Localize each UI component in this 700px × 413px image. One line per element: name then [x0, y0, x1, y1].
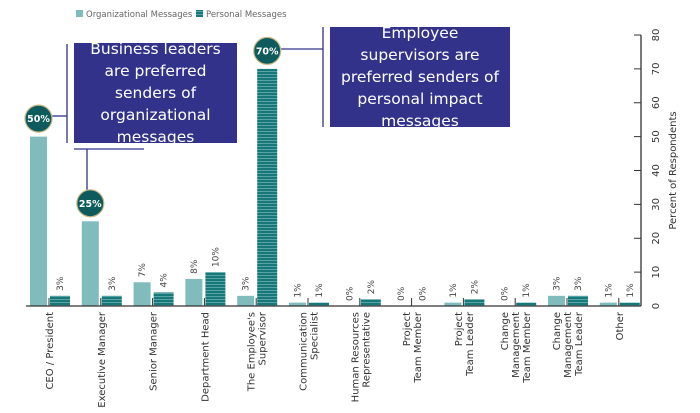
- category-label: Other: [615, 311, 626, 340]
- highlight-bubble: [253, 36, 282, 65]
- highlight-bubble: [76, 189, 105, 218]
- bar-personal: [309, 302, 329, 306]
- legend-label-personal: Personal Messages: [206, 10, 287, 20]
- bar-personal: [205, 272, 226, 306]
- highlight-bubble-label: 25%: [79, 199, 102, 210]
- legend: Organizational Messages Personal Message…: [76, 10, 287, 20]
- y-tick-label: 40: [651, 164, 662, 177]
- category-label: Representative: [361, 312, 372, 388]
- value-label: 10%: [211, 247, 221, 267]
- y-tick-label: 80: [651, 29, 662, 42]
- callout-business-leaders: Business leaders are preferred senders o…: [74, 40, 237, 146]
- bar-organizational: [599, 302, 617, 306]
- category-label: Supervisor: [258, 311, 269, 365]
- y-tick-label: 0: [651, 303, 662, 309]
- value-label: 1%: [449, 283, 459, 298]
- category-label: Team Leader: [465, 311, 476, 377]
- category-label: Human Resources: [350, 312, 361, 402]
- bar-personal: [101, 295, 122, 306]
- value-label: 0%: [501, 286, 511, 301]
- bar-organizational: [81, 221, 99, 306]
- y-tick-label: 70: [651, 63, 662, 76]
- legend-swatch-organizational: [76, 10, 83, 17]
- legend-swatch-personal: [196, 10, 203, 17]
- value-label: 0%: [345, 286, 355, 301]
- category-label: Department Head: [200, 312, 211, 402]
- bar-organizational: [237, 295, 255, 306]
- bar-personal: [516, 302, 537, 306]
- bar-organizational: [444, 302, 462, 306]
- category-label: Management: [563, 312, 574, 378]
- bar-personal: [464, 299, 485, 306]
- category-label: Specialist: [310, 312, 321, 360]
- bar-personal: [568, 295, 588, 306]
- value-label: 4%: [160, 273, 170, 288]
- y-tick-label: 10: [651, 266, 662, 279]
- value-label: 1%: [626, 283, 636, 298]
- highlight-bubble: [24, 104, 53, 133]
- category-label: Change: [500, 312, 511, 350]
- category-label: Project: [402, 312, 413, 346]
- category-label: Team Member: [522, 311, 533, 384]
- category-label: The Employee's: [247, 312, 258, 392]
- value-label: 1%: [294, 283, 304, 298]
- callout-connectors: [52, 27, 324, 190]
- value-label: 1%: [604, 283, 614, 298]
- bar-organizational: [185, 278, 203, 306]
- bar-organizational: [548, 295, 565, 306]
- category-label: Senior Manager: [149, 311, 160, 391]
- value-label: 2%: [470, 279, 480, 294]
- highlight-bubble-label: 50%: [27, 114, 50, 125]
- bar-personal: [50, 295, 70, 306]
- value-label: 3%: [574, 276, 584, 291]
- bar-personal: [360, 299, 381, 306]
- bar-personal: [619, 302, 640, 306]
- highlight-bubble-label: 70%: [256, 46, 279, 57]
- value-label: 7%: [138, 263, 148, 278]
- bar-organizational: [289, 302, 306, 306]
- value-label: 0%: [419, 286, 429, 301]
- value-label: 0%: [397, 286, 407, 301]
- y-tick-label: 50: [651, 130, 662, 143]
- legend-label-organizational: Organizational Messages: [86, 10, 193, 20]
- value-label: 2%: [367, 279, 377, 294]
- value-label: 1%: [315, 283, 325, 298]
- bar-personal: [257, 68, 278, 306]
- bar-organizational: [133, 282, 151, 306]
- value-label: 3%: [108, 276, 118, 291]
- category-label: Change: [552, 312, 563, 350]
- y-tick-label: 30: [651, 198, 662, 211]
- bar-organizational: [30, 136, 47, 306]
- category-label: Team Leader: [574, 311, 585, 377]
- category-label: Project: [454, 312, 465, 346]
- category-label: Management: [511, 312, 522, 378]
- category-label: CEO / President: [45, 312, 56, 390]
- value-label: 3%: [553, 276, 563, 291]
- value-label: 3%: [56, 276, 66, 291]
- y-tick-label: 60: [651, 96, 662, 109]
- value-label: 8%: [190, 259, 200, 274]
- value-label: 3%: [242, 276, 252, 291]
- category-label: Team Member: [413, 311, 424, 384]
- y-axis-title: Percent of Respondents: [668, 111, 679, 229]
- y-tick-label: 20: [651, 232, 662, 245]
- callout-employee-supervisors: Employee supervisors are preferred sende…: [330, 24, 510, 130]
- value-label: 1%: [522, 283, 532, 298]
- bar-personal: [153, 292, 174, 306]
- category-label: Communication: [299, 312, 310, 391]
- category-label: Executive Manager: [97, 311, 108, 408]
